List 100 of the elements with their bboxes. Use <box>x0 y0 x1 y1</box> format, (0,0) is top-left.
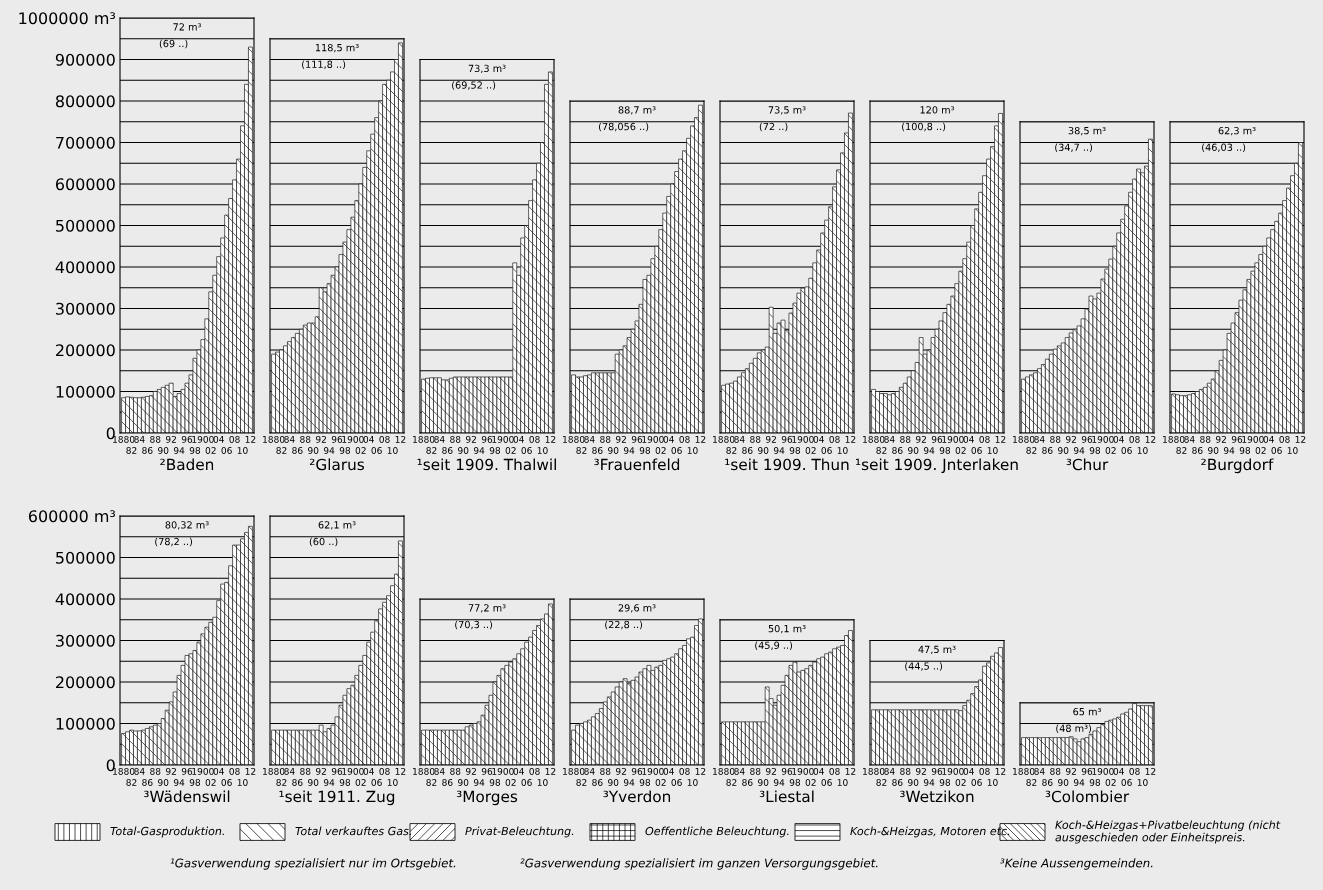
x-axis-title: ¹seit 1909. Thalwil <box>417 458 556 471</box>
y-tick-label: 100000 <box>56 717 115 730</box>
x-tick-label: 08 <box>229 435 240 443</box>
annotation: 120 m³ <box>920 106 955 114</box>
x-tick-label: 86 <box>442 447 453 454</box>
annotation: 118,5 m³ <box>315 43 359 53</box>
x-tick-label: 82 <box>876 779 887 786</box>
x-tick-label: 10 <box>837 447 848 454</box>
x-tick-label: 94 <box>173 447 185 454</box>
y-tick-label: 800000 <box>55 95 115 108</box>
x-tick-label: 84 <box>884 767 895 775</box>
text: ¹Gasverwendung spezialisiert nur im Ortsgebiet. <box>170 858 456 870</box>
x-tick-label: 90 <box>758 779 769 786</box>
x-tick-label: 04 <box>663 767 674 775</box>
text: ²Gasverwendung spezialisiert im ganzen Versorgungsgebiet. <box>520 858 878 870</box>
x-tick-label: 10 <box>987 779 998 786</box>
annotation: 29,6 m³ <box>618 604 656 613</box>
bar <box>398 540 403 765</box>
y-tick-label: 400000 <box>55 261 115 274</box>
x-tick-label: 92 <box>465 767 476 775</box>
x-tick-label: 02 <box>655 447 666 454</box>
x-tick-label: 98 <box>639 447 651 454</box>
x-tick-label: 10 <box>537 779 548 786</box>
annotation: 62,3 m³ <box>1218 126 1256 136</box>
x-tick-label: 04 <box>513 767 524 775</box>
text: Total verkauftes Gas. <box>295 826 411 836</box>
text: ³Keine Aussengemeinden. <box>1000 858 1153 870</box>
x-tick-label: 94 <box>473 447 485 454</box>
annotation: (69,52 ..) <box>452 81 496 90</box>
annotation: (45,9 ..) <box>755 641 793 651</box>
x-tick-label: 02 <box>505 447 516 454</box>
x-tick-label: 1880 <box>113 435 135 443</box>
y-tick-label: 900000 <box>55 53 115 66</box>
x-tick-label: 92 <box>765 435 776 443</box>
x-tick-label: 06 <box>521 447 532 454</box>
x-tick-label: 88 <box>750 767 761 775</box>
x-tick-label: 96 <box>631 435 643 443</box>
annotation: 50,1 m³ <box>768 624 806 634</box>
x-tick-label: 98 <box>939 447 951 454</box>
x-tick-label: 02 <box>1105 447 1116 454</box>
x-tick-label: 88 <box>1200 435 1211 443</box>
x-tick-label: 1880 <box>713 767 735 775</box>
x-tick-label: 82 <box>426 447 437 454</box>
y-tick-label: 600000 m³ <box>28 510 116 523</box>
x-tick-label: 98 <box>339 779 351 786</box>
bar <box>848 630 853 765</box>
x-tick-label: 08 <box>679 435 690 443</box>
x-tick-label: 06 <box>221 447 232 454</box>
x-tick-label: 96 <box>181 435 193 443</box>
x-tick-label: 94 <box>623 779 635 786</box>
x-tick-label: 1880 <box>863 767 885 775</box>
x-tick-label: 86 <box>892 447 903 454</box>
x-tick-label: 96 <box>331 435 343 443</box>
x-tick-label: 90 <box>158 447 169 454</box>
annotation: (48 m³) <box>1056 724 1091 734</box>
x-tick-label: 96 <box>781 435 793 443</box>
x-tick-label: 10 <box>687 779 698 786</box>
y-tick-label: 200000 <box>56 344 115 357</box>
x-tick-label: 02 <box>355 779 366 786</box>
x-tick-label: 06 <box>371 447 382 454</box>
x-tick-label: 08 <box>979 435 990 443</box>
x-tick-label: 04 <box>1263 435 1274 443</box>
x-tick-label: 04 <box>1113 435 1124 443</box>
x-tick-label: 12 <box>695 435 706 443</box>
y-tick-label: 600000 <box>55 178 115 191</box>
annotation: (111,8 ..) <box>302 60 346 70</box>
x-tick-label: 1900 <box>1092 767 1114 775</box>
x-tick-label: 94 <box>323 447 335 454</box>
x-tick-label: 84 <box>134 767 145 775</box>
annotation: (60 ..) <box>309 537 338 547</box>
x-axis-title: ¹seit 1909. Jnterlaken <box>856 458 1018 474</box>
text: Total-Gasproduktion. <box>110 826 224 838</box>
x-tick-label: 1900 <box>792 435 814 443</box>
x-tick-label: 82 <box>726 779 737 786</box>
x-tick-label: 98 <box>939 779 951 786</box>
x-tick-label: 98 <box>1089 779 1101 786</box>
x-tick-label: 1900 <box>942 767 964 775</box>
x-tick-label: 04 <box>963 435 974 443</box>
x-tick-label: 10 <box>237 447 248 454</box>
x-tick-label: 90 <box>1058 447 1069 454</box>
x-tick-label: 10 <box>387 447 398 454</box>
x-tick-label: 1900 <box>192 767 214 775</box>
x-axis-title: ³Wetzikon <box>900 790 974 803</box>
x-axis-title: ³Yverdon <box>603 790 671 803</box>
x-tick-label: 06 <box>971 779 982 786</box>
x-tick-label: 98 <box>789 447 801 454</box>
x-tick-label: 84 <box>884 435 895 443</box>
x-tick-label: 08 <box>1129 767 1140 775</box>
x-tick-label: 84 <box>1184 435 1195 443</box>
x-tick-label: 02 <box>205 447 216 454</box>
x-tick-label: 94 <box>173 779 185 786</box>
annotation: (72 ..) <box>759 122 788 132</box>
x-tick-label: 10 <box>687 447 698 454</box>
x-tick-label: 04 <box>363 767 374 775</box>
x-tick-label: 08 <box>1279 435 1290 443</box>
x-tick-label: 12 <box>245 767 256 775</box>
x-axis-title: ¹seit 1911. Zug <box>279 790 395 806</box>
y-tick-label: 300000 <box>56 634 115 647</box>
x-tick-label: 06 <box>671 779 682 786</box>
x-tick-label: 04 <box>213 435 224 443</box>
